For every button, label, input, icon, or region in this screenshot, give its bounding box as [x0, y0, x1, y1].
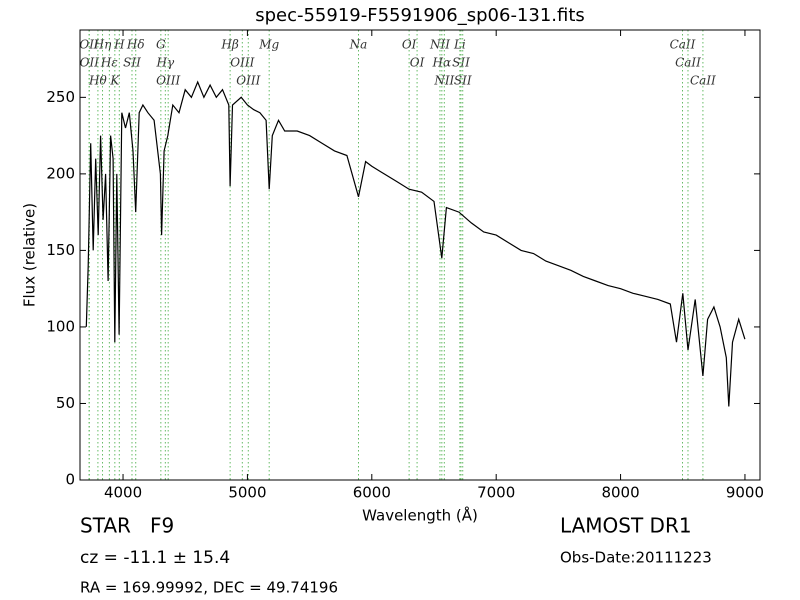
x-tick-label: 7000 [477, 484, 515, 502]
spectral-line-label: G [156, 38, 166, 52]
spectral-line-label: SII [452, 56, 470, 70]
y-tick-label: 0 [65, 471, 75, 489]
spectral-line-label: Mg [258, 38, 279, 52]
spectral-line-label: OIII [230, 56, 254, 70]
x-axis-label: Wavelength (Å) [362, 506, 478, 525]
plot-frame [79, 29, 761, 481]
y-tick-label: 100 [46, 317, 75, 335]
y-tick-label: 50 [56, 394, 75, 412]
spectral-line-label: OII [79, 38, 99, 52]
x-tick-label: 8000 [601, 484, 639, 502]
y-tick-label: 250 [46, 88, 75, 106]
spectral-line-label: Na [349, 38, 368, 52]
y-axis-label: Flux (relative) [21, 203, 39, 307]
spectral-line-label: Li [453, 38, 466, 52]
obs-date: Obs-Date:20111223 [560, 549, 712, 567]
chart-title: spec-55919-F5591906_sp06-131.fits [255, 5, 585, 26]
spectral-line-label: Hβ [220, 38, 238, 52]
object-class: STAR F9 [80, 514, 174, 538]
spectral-line-label: SII [454, 74, 472, 88]
spectral-line-label: SII [123, 56, 141, 70]
spectral-line-label: NII [433, 74, 454, 88]
redshift: cz = -11.1 ± 15.4 [80, 548, 230, 568]
spectral-line-label: Hγ [156, 56, 175, 70]
spectral-line-label: H [113, 38, 125, 52]
spectral-line-label: Hη [93, 38, 112, 52]
spectral-line-label: OIII [156, 74, 180, 88]
spectral-line-label: OI [410, 56, 425, 70]
spectral-line-label: K [109, 74, 120, 88]
spectral-line-label: NII [429, 38, 450, 52]
spectral-line-label: CaII [690, 74, 716, 88]
survey: LAMOST DR1 [560, 514, 692, 538]
spectral-line-label: Hε [100, 56, 118, 70]
x-tick-label: 5000 [228, 484, 266, 502]
x-tick-label: 6000 [353, 484, 391, 502]
spectral-line-label: OII [80, 56, 100, 70]
spectral-line-label: Hθ [88, 74, 107, 88]
spectral-line-label: Hδ [126, 38, 145, 52]
x-tick-label: 4000 [104, 484, 142, 502]
spectral-line-label: OI [402, 38, 417, 52]
spectral-line-label: OIII [236, 74, 260, 88]
spectral-line-label: CaII [675, 56, 701, 70]
spectral-line-label: Hα [432, 56, 452, 70]
y-tick-label: 200 [46, 164, 75, 182]
x-tick-label: 9000 [726, 484, 764, 502]
spectrum-line [85, 80, 746, 407]
spectral-line-label: CaII [670, 38, 696, 52]
coordinates: RA = 169.99992, DEC = 49.74196 [80, 579, 338, 597]
y-tick-label: 150 [46, 241, 75, 259]
